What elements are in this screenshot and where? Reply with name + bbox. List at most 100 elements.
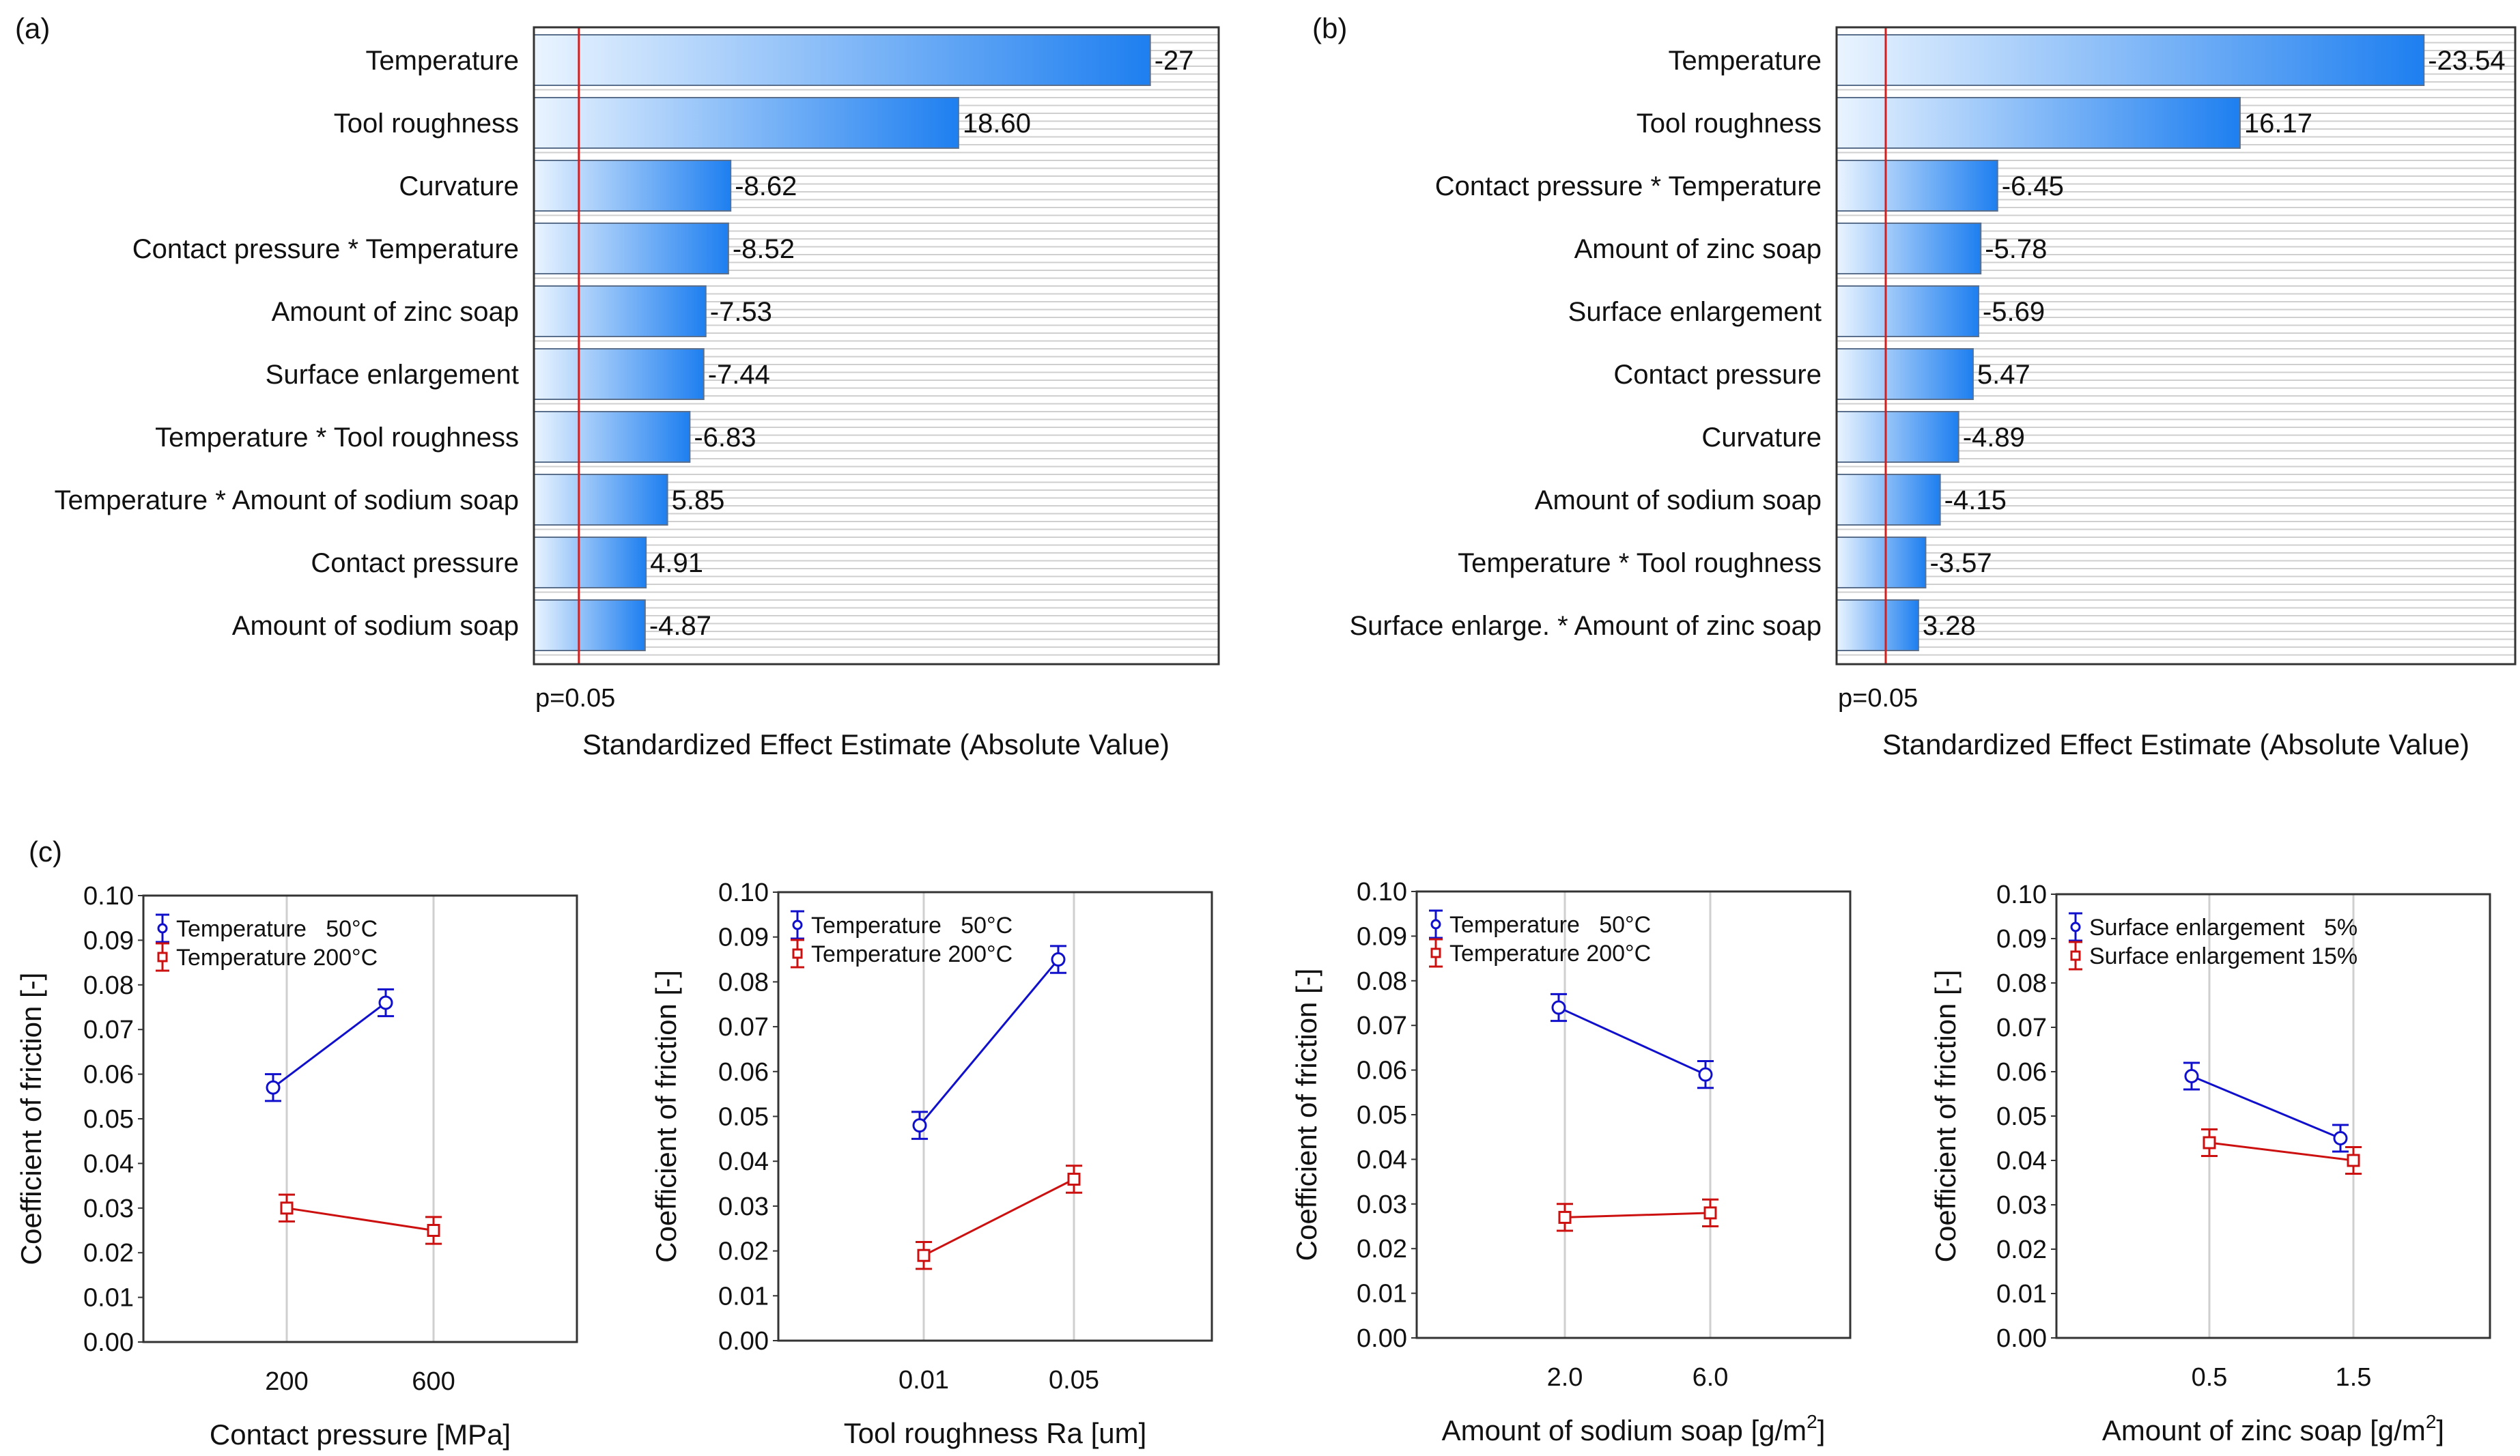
y-tick-label: 0.01 <box>83 1284 134 1313</box>
bar-value-label: 5.47 <box>1977 360 2030 390</box>
x-tick-label: 0.05 <box>1049 1366 1099 1395</box>
y-tick-label: 0.03 <box>1357 1190 1407 1219</box>
data-point-square <box>1067 1172 1081 1186</box>
bar <box>533 474 668 526</box>
legend-marker <box>2070 950 2081 961</box>
y-tick-label: 0.06 <box>718 1058 769 1087</box>
y-tick-label: 0.01 <box>718 1282 769 1311</box>
bar-category-label: Tool roughness <box>1637 109 1822 139</box>
series-line <box>923 1178 1075 1257</box>
y-tick-label: 0.04 <box>718 1147 769 1176</box>
data-point-square <box>2347 1154 2360 1167</box>
bar-category-label: Surface enlargement <box>266 360 519 390</box>
y-tick-label: 0.05 <box>1996 1102 2047 1131</box>
x-tick-label: 1.5 <box>2336 1363 2372 1392</box>
y-tick-label: 0.10 <box>718 879 769 907</box>
bar-category-label: Temperature * Tool roughness <box>155 423 519 453</box>
legend-label: Temperature 50°C <box>811 913 1013 939</box>
bar-category-label: Temperature * Tool roughness <box>1458 548 1822 578</box>
legend-marker <box>2070 922 2081 932</box>
y-tick-label: 0.08 <box>718 968 769 997</box>
legend-label: Temperature 50°C <box>1449 912 1651 938</box>
bar-category-label: Temperature * Amount of sodium soap <box>55 485 519 515</box>
y-tick-label: 0.02 <box>83 1239 134 1268</box>
threshold-label: p=0.05 <box>535 684 615 713</box>
series-line <box>286 1207 434 1231</box>
bar <box>1836 34 2425 86</box>
data-point-square <box>427 1224 440 1237</box>
bar-value-label: 16.17 <box>2244 109 2312 139</box>
y-tick-label: 0.10 <box>83 882 134 911</box>
bar-value-label: 18.60 <box>963 109 1031 139</box>
bar <box>1836 411 1959 463</box>
panel-label-b: (b) <box>1312 12 1347 44</box>
data-point-circle <box>1551 1000 1566 1015</box>
x-axis-title-tail: ] <box>2436 1414 2444 1446</box>
y-tick-label: 0.07 <box>718 1013 769 1042</box>
bar <box>1836 223 1982 274</box>
legend-marker <box>1430 919 1441 930</box>
line-chart-panel: 0.00 0.01 0.02 0.03 0.04 0.05 0.06 0.07 0.08 0.09… <box>1929 881 2491 1446</box>
threshold-label: p=0.05 <box>1838 684 1918 713</box>
x-tick-label: 6.0 <box>1693 1363 1729 1392</box>
y-tick-label: 0.10 <box>1357 878 1407 907</box>
y-tick-label: 0.04 <box>1996 1147 2047 1175</box>
plot-background <box>1417 891 1850 1338</box>
data-point-circle <box>1698 1067 1713 1082</box>
bar-category-label: Contact pressure <box>311 548 519 578</box>
bar <box>533 411 691 463</box>
bar-category-label: Tool roughness <box>334 109 519 139</box>
bar-category-label: Amount of sodium soap <box>232 611 519 641</box>
bar-value-label: 3.28 <box>1923 611 1976 641</box>
line-charts-c: 0.00 0.01 0.02 0.03 0.04 0.05 0.06 0.07 0.08 0.09… <box>15 878 2491 1451</box>
series-line <box>2209 1141 2354 1162</box>
y-tick-label: 0.06 <box>1357 1057 1407 1085</box>
bar <box>533 223 729 274</box>
bar <box>1836 537 1927 588</box>
bar-category-label: Temperature <box>365 46 519 76</box>
bar <box>1836 474 1941 526</box>
bar-value-label: -6.83 <box>694 423 756 453</box>
y-tick-label: 0.07 <box>83 1016 134 1044</box>
x-axis-title-tail: ] <box>1817 1414 1826 1446</box>
x-axis-title: Standardized Effect Estimate (Absolute V… <box>1882 728 2469 760</box>
y-tick-label: 0.06 <box>1996 1058 2047 1087</box>
legend-label: Temperature 200°C <box>1449 941 1651 967</box>
legend-label: Temperature 200°C <box>176 945 378 971</box>
bar-category-label: Temperature <box>1668 46 1822 76</box>
data-point-square <box>280 1201 294 1215</box>
panel-label-a: (a) <box>15 12 50 44</box>
bar <box>533 348 705 400</box>
y-tick-label: 0.09 <box>1357 922 1407 951</box>
line-chart-panel: 0.00 0.01 0.02 0.03 0.04 0.05 0.06 0.07 0.08 0.09… <box>650 879 1213 1449</box>
line-chart-panel: 0.00 0.01 0.02 0.03 0.04 0.05 0.06 0.07 0.08 0.09… <box>1290 878 1852 1446</box>
bar <box>1836 285 1979 337</box>
legend-marker <box>792 948 803 959</box>
legend-label: Surface enlargement 15% <box>2089 943 2358 969</box>
series-line <box>272 1001 386 1089</box>
line-chart-panel: 0.00 0.01 0.02 0.03 0.04 0.05 0.06 0.07 0.08 0.09… <box>15 882 578 1451</box>
bar-value-label: -7.53 <box>710 297 772 327</box>
bar <box>1836 160 1998 212</box>
series-line <box>1564 1212 1711 1218</box>
y-tick-label: 0.06 <box>83 1061 134 1089</box>
x-tick-label: 200 <box>265 1367 308 1396</box>
bar-value-label: -5.78 <box>1985 234 2047 264</box>
data-point-square <box>1703 1206 1717 1220</box>
x-axis-title: Tool roughness Ra [um] <box>844 1417 1147 1449</box>
x-axis-title-main: Contact pressure [MPa] <box>210 1418 511 1451</box>
bar-value-label: -3.57 <box>1929 548 1992 578</box>
x-axis-title-main: Tool roughness Ra [um] <box>844 1417 1147 1449</box>
x-tick-label: 600 <box>412 1367 455 1396</box>
x-axis-title-main: Amount of sodium soap [g/m <box>1442 1414 1807 1446</box>
x-axis-title-main: Amount of zinc soap [g/m <box>2102 1414 2426 1446</box>
y-tick-label: 0.07 <box>1996 1014 2047 1042</box>
legend-label: Temperature 50°C <box>176 916 378 942</box>
bar-category-label: Surface enlargement <box>1568 297 1822 327</box>
y-axis-title: Coefficient of friction [-] <box>650 970 682 1263</box>
x-axis-title: Standardized Effect Estimate (Absolute V… <box>582 728 1170 760</box>
y-tick-label: 0.09 <box>718 924 769 952</box>
series-line <box>918 958 1060 1126</box>
data-point-circle <box>266 1080 281 1095</box>
y-tick-label: 0.05 <box>1357 1101 1407 1130</box>
